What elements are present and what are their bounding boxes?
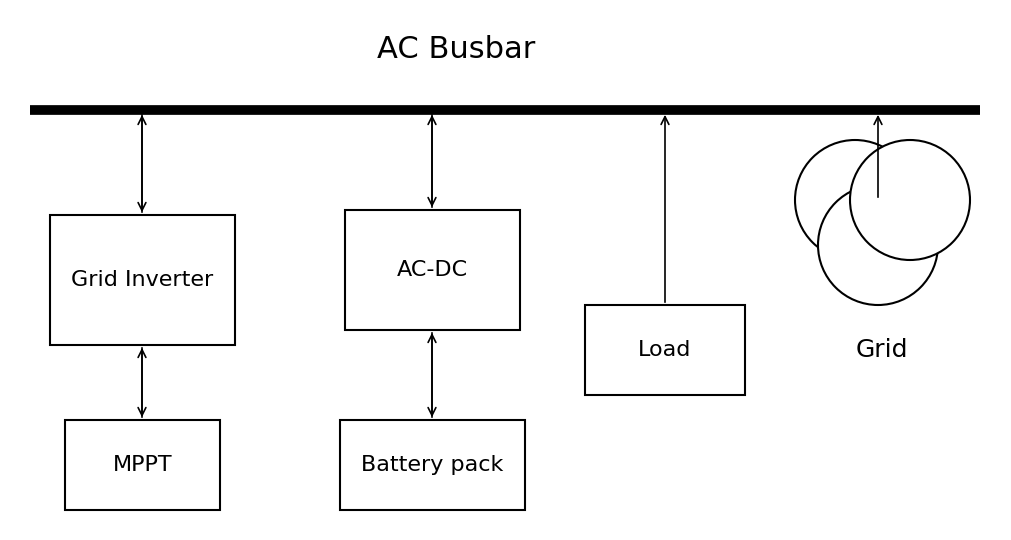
Bar (50, 215, 235, 345)
Text: AC Busbar: AC Busbar (376, 36, 535, 64)
Circle shape (817, 185, 937, 305)
Bar (584, 305, 744, 395)
Bar (65, 420, 219, 510)
Bar (340, 420, 525, 510)
Text: Grid Inverter: Grid Inverter (72, 270, 213, 290)
Text: AC-DC: AC-DC (396, 260, 468, 280)
Text: Grid: Grid (855, 338, 907, 362)
Circle shape (849, 140, 969, 260)
Circle shape (795, 140, 914, 260)
Text: Load: Load (638, 340, 691, 360)
Text: Battery pack: Battery pack (361, 455, 503, 475)
Text: MPPT: MPPT (112, 455, 172, 475)
Bar (345, 210, 520, 330)
